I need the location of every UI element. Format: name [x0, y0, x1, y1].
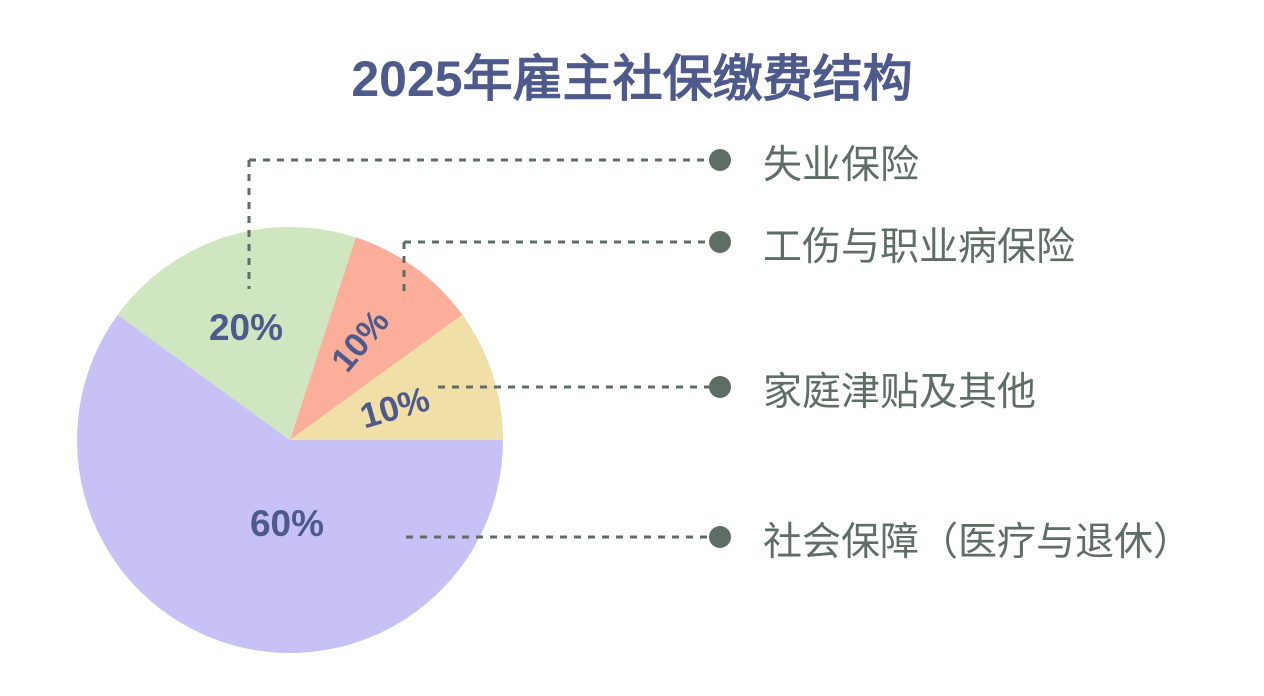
- svg-text:20%: 20%: [209, 307, 283, 348]
- svg-text:60%: 60%: [250, 503, 324, 544]
